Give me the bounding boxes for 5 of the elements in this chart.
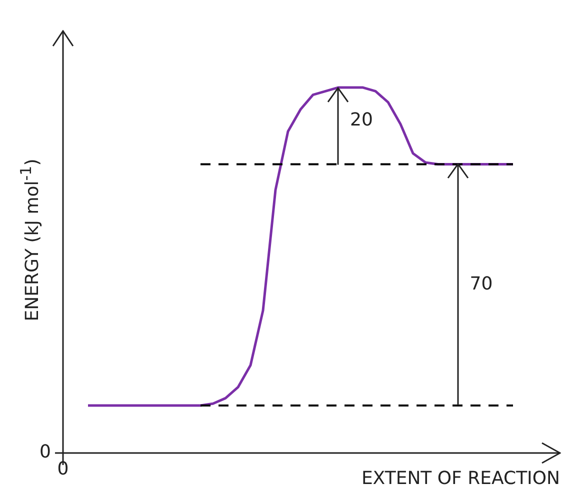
annotation: 70 bbox=[470, 274, 493, 295]
text: 0 bbox=[57, 458, 69, 480]
text: 0 bbox=[40, 442, 51, 463]
x-axis-title: EXTENT OF REACTION bbox=[361, 468, 560, 489]
annotation: 20 bbox=[350, 110, 373, 131]
